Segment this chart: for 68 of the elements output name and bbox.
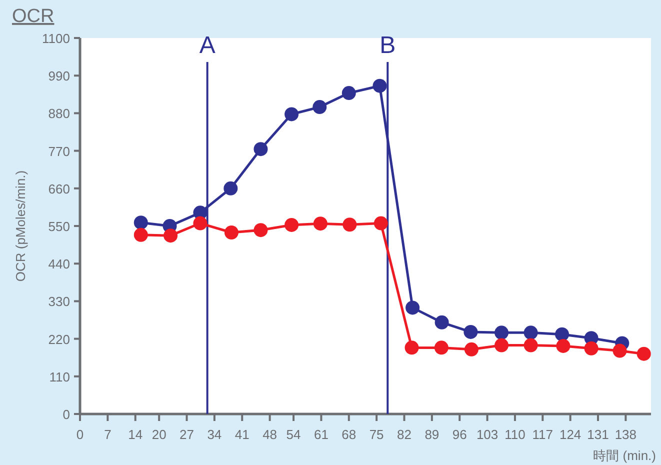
point	[372, 78, 387, 93]
point	[254, 142, 268, 156]
y-tick-label: 220	[48, 332, 70, 347]
x-tick-label: 61	[314, 427, 328, 442]
point	[342, 218, 357, 232]
point	[555, 327, 570, 342]
y-tick-label: 330	[48, 294, 70, 310]
x-tick-label: 124	[559, 427, 582, 442]
x-tick-label: 14	[128, 427, 143, 442]
point	[612, 344, 627, 358]
point	[524, 326, 538, 340]
point	[494, 338, 509, 352]
x-tick-label: 34	[207, 427, 222, 442]
y-tick-label: 0	[62, 407, 70, 422]
point	[584, 341, 598, 356]
ref-line-label: A	[199, 32, 216, 59]
point	[284, 218, 299, 232]
point	[313, 216, 328, 231]
x-tick-label: 96	[452, 427, 467, 442]
ref-line-label: B	[380, 32, 396, 59]
chart-title: OCR	[12, 6, 54, 27]
x-tick-label: 138	[614, 427, 637, 442]
x-tick-label: 54	[286, 427, 301, 442]
x-tick-label: 68	[342, 427, 356, 442]
point	[312, 100, 327, 114]
point	[406, 300, 420, 315]
point	[342, 86, 356, 100]
point	[464, 342, 478, 356]
x-tick-label: 110	[504, 427, 526, 442]
y-tick-label: 550	[48, 219, 70, 234]
point	[134, 228, 148, 242]
x-tick-label: 82	[397, 427, 412, 442]
point	[164, 228, 178, 243]
point	[434, 340, 448, 355]
x-tick-label: 48	[262, 427, 278, 442]
x-tick-label: 75	[369, 427, 384, 442]
point	[374, 216, 388, 230]
point	[254, 223, 268, 238]
x-tick-label: 117	[532, 427, 554, 442]
y-tick-label: 440	[48, 256, 70, 272]
point	[224, 225, 238, 240]
point	[524, 338, 538, 352]
x-tick-label: 89	[424, 427, 440, 442]
point	[284, 107, 299, 122]
x-tick-label: 7	[104, 427, 112, 442]
point	[464, 324, 478, 339]
point	[193, 216, 208, 230]
x-tick-label: 27	[180, 427, 194, 442]
point	[224, 181, 238, 196]
point	[556, 338, 570, 353]
point	[134, 216, 148, 230]
y-axis-title: OCR (pMoles/min.)	[13, 170, 28, 282]
y-tick-label: 110	[49, 369, 70, 384]
y-tick-label: 1100	[42, 31, 70, 46]
x-tick-label: 41	[234, 427, 250, 442]
y-tick-label: 770	[48, 144, 70, 159]
point	[434, 315, 449, 330]
point	[404, 340, 419, 355]
x-tick-label: 20	[152, 427, 166, 442]
point	[494, 326, 509, 340]
point	[636, 346, 651, 361]
x-tick-label: 103	[476, 427, 498, 442]
x-tick-label: 0	[76, 427, 84, 442]
y-tick-label: 990	[48, 68, 70, 84]
x-axis-title: 時間 (min.)	[593, 448, 656, 463]
x-tick-label: 131	[587, 427, 609, 442]
y-tick-label: 660	[48, 181, 70, 196]
y-tick-label: 880	[48, 106, 70, 122]
